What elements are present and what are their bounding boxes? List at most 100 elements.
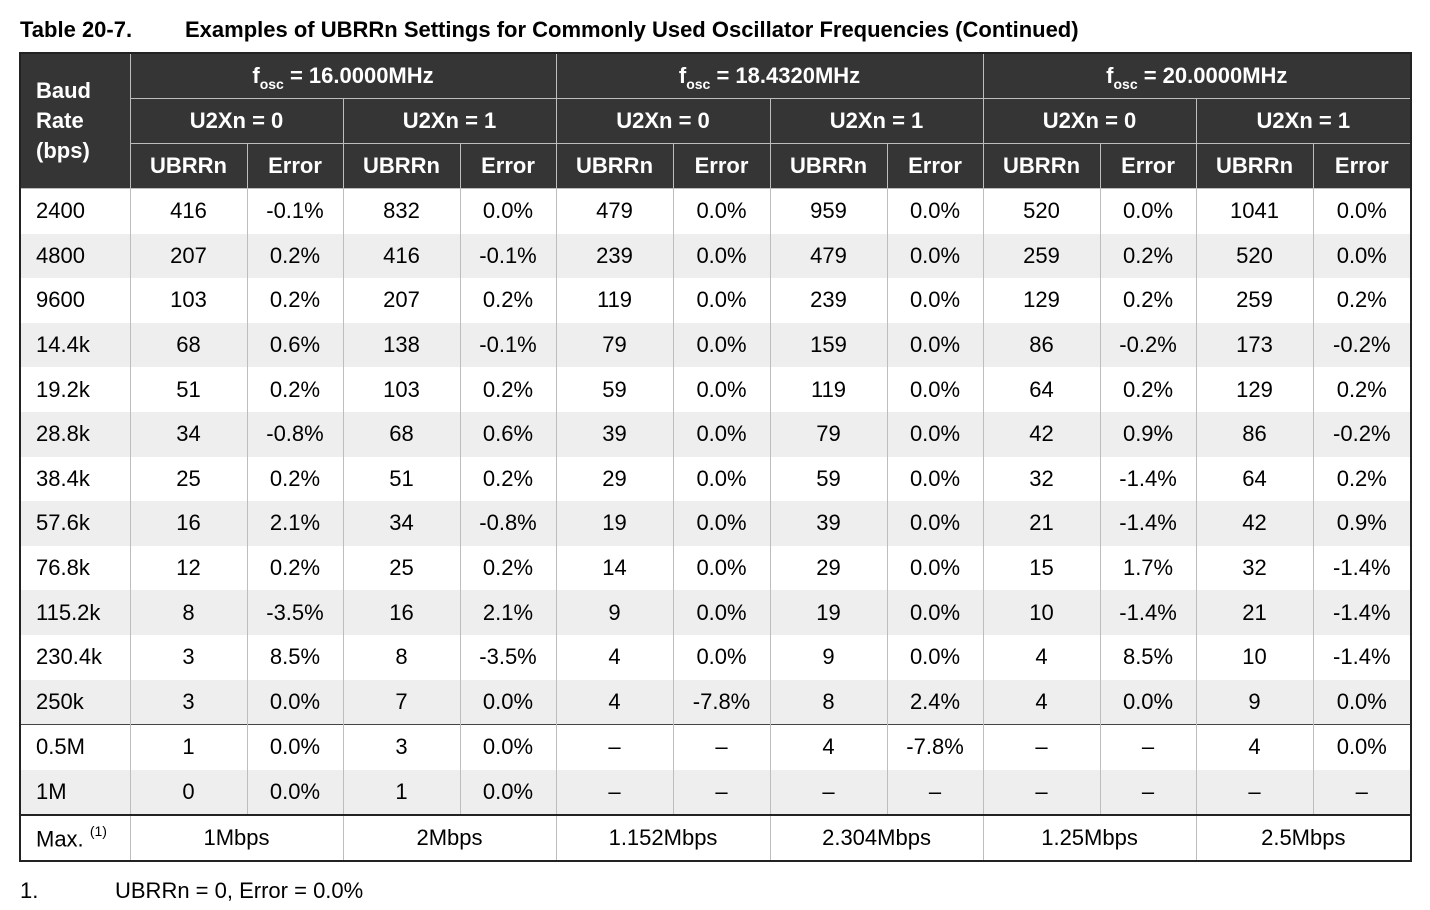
- ubrr-cell: 32: [982, 456, 1101, 502]
- ubrr-cell: 119: [555, 278, 674, 323]
- error-cell: 0.0%: [672, 367, 771, 412]
- error-cell: 0.2%: [246, 545, 344, 591]
- ubrr-cell: –: [555, 724, 674, 770]
- ubrr-cell: 207: [129, 233, 248, 279]
- ubrr-cell: 103: [129, 278, 248, 323]
- ubrr-cell: 520: [1195, 233, 1314, 279]
- ubrr-cell: 25: [129, 456, 248, 502]
- baud-rate-cell: 230.4k: [19, 634, 131, 680]
- ubrr-cell: 259: [982, 233, 1101, 279]
- error-cell: -0.8%: [459, 501, 557, 546]
- ubrr-cell: 259: [1195, 278, 1314, 323]
- ubrr-cell: 129: [1195, 367, 1314, 412]
- table-row: 0.5M 1 0.0% 3 0.0% – –4 -7.8% – –4 0.0%: [19, 724, 1413, 770]
- error-cell: 0.0%: [886, 188, 984, 234]
- error-column-header: Error: [246, 143, 344, 189]
- ubrr-cell: 68: [129, 322, 248, 368]
- baud-rate-cell: 57.6k: [19, 501, 131, 546]
- baud-rate-cell: 1M: [19, 769, 131, 816]
- table-header: Baud Rate (bps) fosc = 16.0000MHz fosc =…: [19, 52, 1413, 189]
- freq-group-header: fosc = 16.0000MHz: [129, 52, 557, 99]
- error-cell: 0.0%: [886, 456, 984, 502]
- error-cell: -7.8%: [886, 724, 984, 770]
- table-row: 4800 207 0.2% 416 -0.1% 239 0.0% 479 0.0% 259 0.2%…: [19, 233, 1413, 279]
- error-cell: -0.1%: [459, 322, 557, 368]
- ubrr-cell: 4: [982, 634, 1101, 680]
- ubrr-cell: 7: [342, 679, 461, 725]
- error-cell: -1.4%: [1312, 545, 1413, 591]
- error-cell: 0.2%: [246, 233, 344, 279]
- error-cell: 0.9%: [1099, 411, 1197, 457]
- error-cell: 0.2%: [1312, 456, 1413, 502]
- ubrr-cell: 51: [342, 456, 461, 502]
- error-cell: 0.0%: [1312, 679, 1413, 725]
- ubrr-cell: 8: [129, 590, 248, 635]
- ubrr-cell: 34: [129, 411, 248, 457]
- error-cell: 0.9%: [1312, 501, 1413, 546]
- error-cell: -0.8%: [246, 411, 344, 457]
- error-cell: 0.0%: [246, 724, 344, 770]
- ubrr-cell: 832: [342, 188, 461, 234]
- error-cell: 0.0%: [672, 456, 771, 502]
- max-rate-cell: 1Mbps: [129, 814, 344, 863]
- ubrr-cell: 29: [555, 456, 674, 502]
- ubrr-cell: 51: [129, 367, 248, 412]
- error-cell: 0.2%: [1099, 233, 1197, 279]
- error-cell: 0.0%: [886, 411, 984, 457]
- error-cell: 0.0%: [672, 188, 771, 234]
- table-body: 2400 416 -0.1% 832 0.0% 479 0.0% 959 0.0% 520 0.0%…: [19, 188, 1413, 863]
- error-cell: -3.5%: [459, 634, 557, 680]
- ubrr-cell: 64: [982, 367, 1101, 412]
- ubrr-cell: 479: [769, 233, 888, 279]
- error-cell: 2.1%: [459, 590, 557, 635]
- ubrr-column-header: UBRRn: [342, 143, 461, 189]
- error-cell: 0.2%: [246, 278, 344, 323]
- error-cell: 0.0%: [672, 634, 771, 680]
- ubrr-cell: 9: [1195, 679, 1314, 725]
- ubrr-cell: 86: [1195, 411, 1314, 457]
- error-cell: 0.0%: [1312, 233, 1413, 279]
- error-column-header: Error: [459, 143, 557, 189]
- error-cell: 0.0%: [886, 590, 984, 635]
- ubrr-cell: 4: [1195, 724, 1314, 770]
- error-column-header: Error: [1312, 143, 1413, 189]
- ubrr-cell: 1: [129, 724, 248, 770]
- ubrr-cell: 21: [982, 501, 1101, 546]
- ubrr-cell: 4: [555, 634, 674, 680]
- error-cell: -1.4%: [1099, 501, 1197, 546]
- table-row: 115.2k 8 -3.5% 16 2.1% 9 0.0% 19 0.0% 10 -1.4% 21 -1…: [19, 590, 1413, 635]
- error-cell: 0.0%: [672, 501, 771, 546]
- error-cell: 0.2%: [459, 367, 557, 412]
- error-cell: 0.0%: [1099, 188, 1197, 234]
- ubrr-cell: 32: [1195, 545, 1314, 591]
- max-rate-cell: 1.25Mbps: [982, 814, 1197, 863]
- ubrr-cell: 1041: [1195, 188, 1314, 234]
- ubrr-cell: 10: [1195, 634, 1314, 680]
- error-cell: -0.2%: [1099, 322, 1197, 368]
- table-row: 1M 0 0.0% 1 0.0% – – – – – – – –: [19, 769, 1413, 816]
- ubrr-cell: –: [769, 769, 888, 816]
- error-cell: 0.2%: [246, 367, 344, 412]
- ubrr-cell: 173: [1195, 322, 1314, 368]
- table-row: 19.2k 51 0.2% 103 0.2% 59 0.0% 119 0.0% 64 0.2% 129…: [19, 367, 1413, 412]
- error-column-header: Error: [1099, 143, 1197, 189]
- error-cell: 0.2%: [459, 278, 557, 323]
- footnote-text: UBRRn = 0, Error = 0.0%: [115, 878, 364, 903]
- error-cell: 2.1%: [246, 501, 344, 546]
- error-cell: –: [1099, 724, 1197, 770]
- ubrr-cell: 159: [769, 322, 888, 368]
- ubrr-cell: 59: [555, 367, 674, 412]
- table-row: 38.4k 25 0.2% 51 0.2% 29 0.0% 59 0.0% 32 -1.4% 64 0.…: [19, 456, 1413, 502]
- ubrr-column-header: UBRRn: [982, 143, 1101, 189]
- ubrr-cell: –: [982, 724, 1101, 770]
- baud-rate-cell: 28.8k: [19, 411, 131, 457]
- error-cell: 0.0%: [672, 322, 771, 368]
- ubrr-cell: 207: [342, 278, 461, 323]
- error-cell: 0.0%: [672, 278, 771, 323]
- ubrr-cell: 15: [982, 545, 1101, 591]
- error-cell: 0.0%: [246, 769, 344, 816]
- ubrr-cell: 4: [555, 679, 674, 725]
- freq-group-header: fosc = 18.4320MHz: [555, 52, 984, 99]
- table-row: 14.4k 68 0.6% 138 -0.1% 79 0.0% 159 0.0% 86 -0.2% 1…: [19, 322, 1413, 368]
- ubrr-cell: 479: [555, 188, 674, 234]
